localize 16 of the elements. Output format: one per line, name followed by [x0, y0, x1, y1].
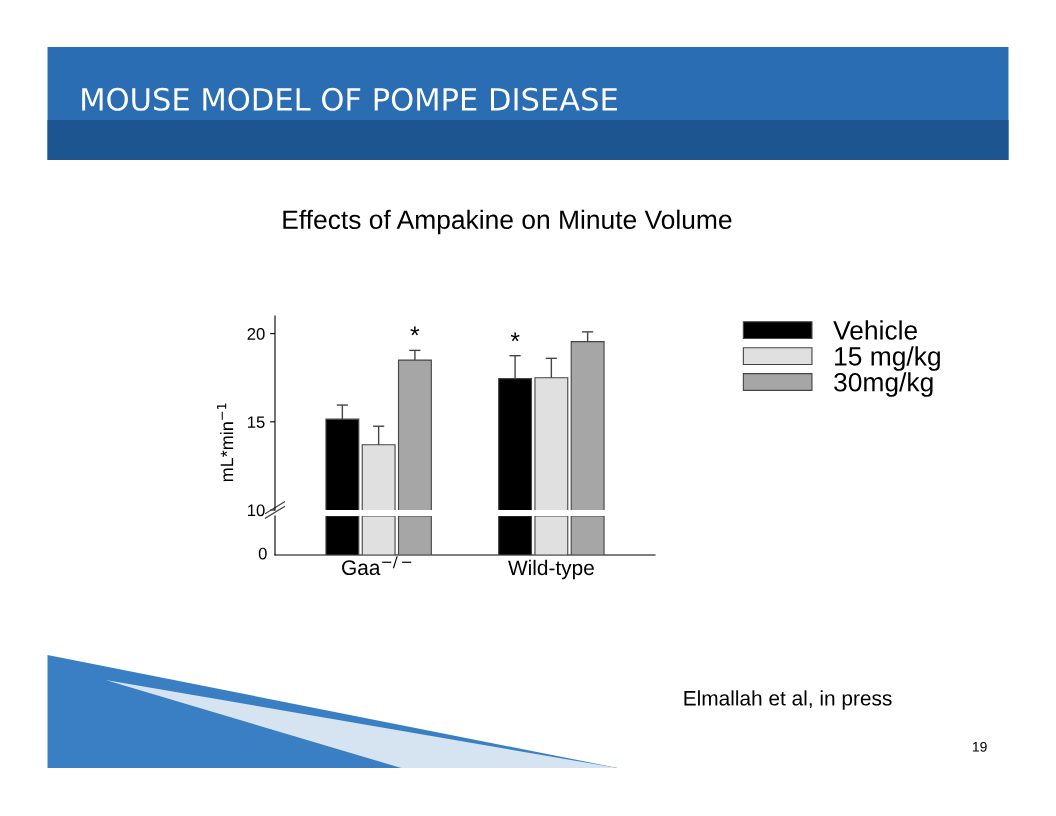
legend-label: Vehicle [833, 320, 917, 340]
y-tick-label: 15 [248, 416, 265, 429]
annotation: * [410, 326, 420, 336]
chart-subtitle: Effects of Ampakine on Minute Volume [283, 209, 732, 235]
x-tick-label: Wild-type [508, 559, 594, 580]
y-tick-label: 20 [247, 328, 265, 340]
chart-title: MOUSE MODEL OF POMPE DISEASE [82, 87, 617, 111]
legend-label: 30mg/kg [834, 372, 933, 397]
legend-label: 15 mg/kg [835, 346, 940, 371]
annotation: * [510, 332, 520, 342]
text: Elmallah et al, in press [684, 690, 892, 710]
y-axis-title: mL*min$^{−1}$ [217, 403, 234, 482]
text: 19 [972, 741, 987, 752]
y-tick-label: 10 [248, 504, 265, 517]
x-tick-label: Gaa$^{−/−}$ [342, 556, 412, 576]
text: 0 [258, 547, 267, 560]
